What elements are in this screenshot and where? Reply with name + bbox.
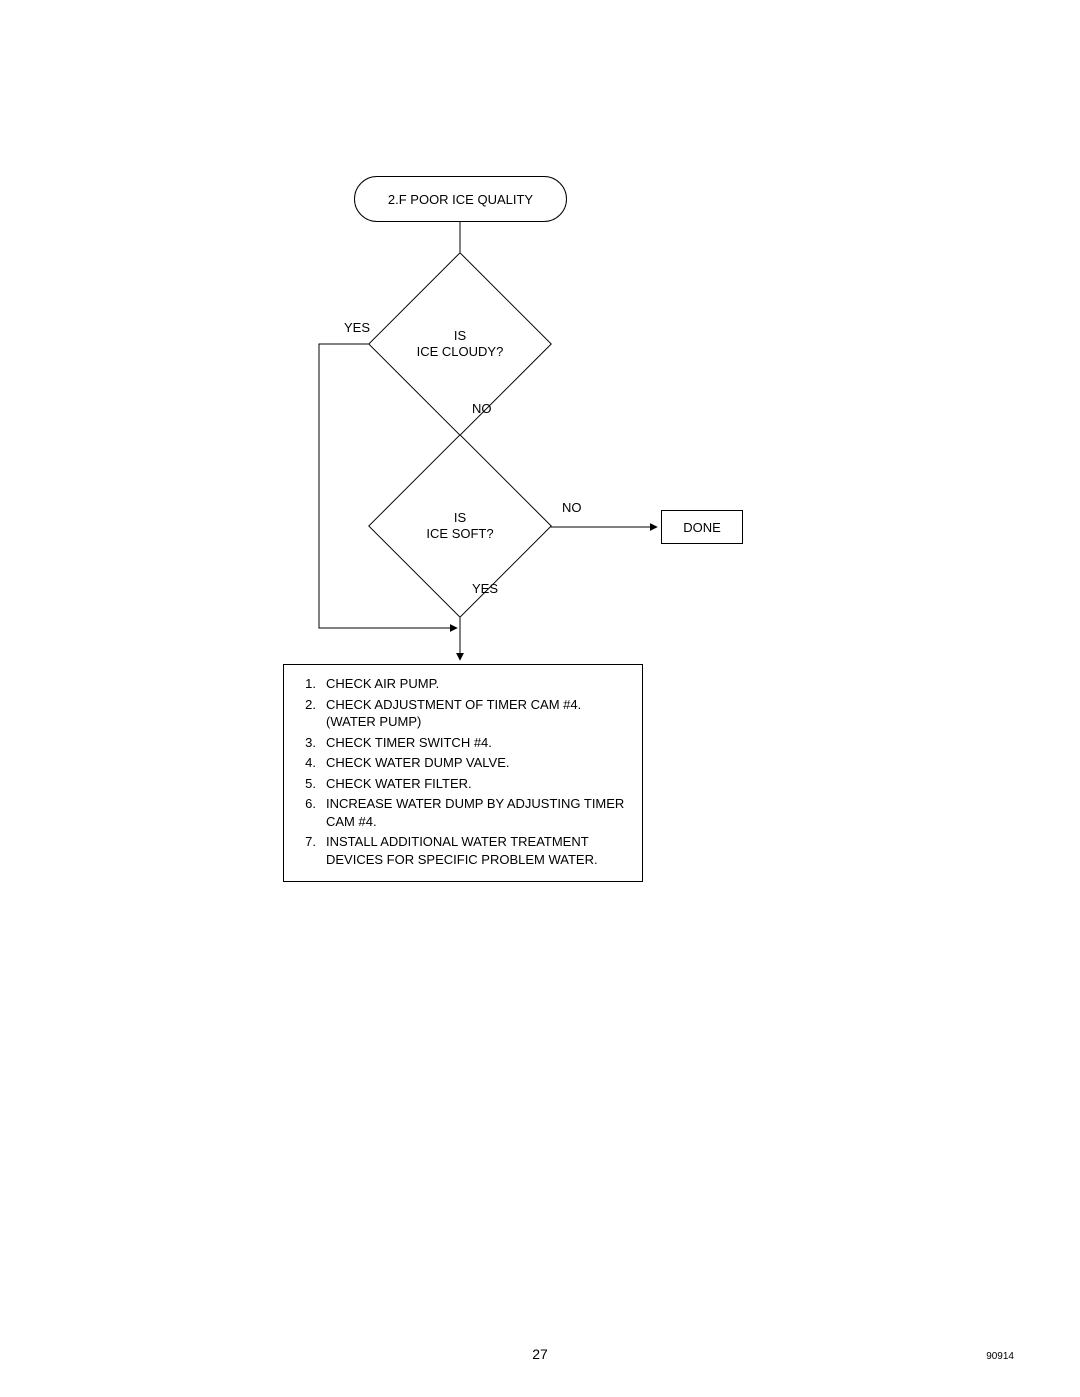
list-item: 6.INCREASE WATER DUMP BY ADJUSTING TIMER… bbox=[298, 795, 626, 830]
edge-label-d2-no: NO bbox=[562, 500, 582, 515]
list-item: 5.CHECK WATER FILTER. bbox=[298, 775, 626, 793]
decision-ice-soft-line2: ICE SOFT? bbox=[426, 526, 493, 541]
edge-label-d2-yes: YES bbox=[472, 581, 498, 596]
decision-ice-soft-label: IS ICE SOFT? bbox=[395, 510, 525, 543]
process-box: 1.CHECK AIR PUMP. 2.CHECK ADJUSTMENT OF … bbox=[283, 664, 643, 882]
doc-id: 90914 bbox=[986, 1351, 1014, 1362]
step-text: CHECK WATER DUMP VALVE. bbox=[326, 754, 509, 772]
decision-ice-cloudy-line2: ICE CLOUDY? bbox=[417, 344, 504, 359]
done-label: DONE bbox=[683, 520, 721, 535]
start-terminator: 2.F POOR ICE QUALITY bbox=[354, 176, 567, 222]
decision-ice-cloudy-line1: IS bbox=[454, 328, 466, 343]
page-number: 27 bbox=[0, 1346, 1080, 1362]
step-text: INSTALL ADDITIONAL WATER TREATMENT DEVIC… bbox=[326, 833, 626, 868]
list-item: 1.CHECK AIR PUMP. bbox=[298, 675, 626, 693]
process-steps-list: 1.CHECK AIR PUMP. 2.CHECK ADJUSTMENT OF … bbox=[298, 675, 626, 868]
list-item: 4.CHECK WATER DUMP VALVE. bbox=[298, 754, 626, 772]
decision-ice-soft-line1: IS bbox=[454, 510, 466, 525]
flowchart-canvas: 2.F POOR ICE QUALITY IS ICE CLOUDY? IS I… bbox=[0, 0, 1080, 1397]
list-item: 2.CHECK ADJUSTMENT OF TIMER CAM #4. (WAT… bbox=[298, 696, 626, 731]
edge-label-d1-yes: YES bbox=[344, 320, 370, 335]
start-label: 2.F POOR ICE QUALITY bbox=[388, 192, 533, 207]
step-text: INCREASE WATER DUMP BY ADJUSTING TIMER C… bbox=[326, 795, 626, 830]
list-item: 7.INSTALL ADDITIONAL WATER TREATMENT DEV… bbox=[298, 833, 626, 868]
list-item: 3.CHECK TIMER SWITCH #4. bbox=[298, 734, 626, 752]
step-text: CHECK ADJUSTMENT OF TIMER CAM #4. (WATER… bbox=[326, 696, 626, 731]
decision-ice-cloudy-label: IS ICE CLOUDY? bbox=[395, 328, 525, 361]
step-text: CHECK WATER FILTER. bbox=[326, 775, 472, 793]
edge-label-d1-no: NO bbox=[472, 401, 492, 416]
done-box: DONE bbox=[661, 510, 743, 544]
step-text: CHECK AIR PUMP. bbox=[326, 675, 439, 693]
step-text: CHECK TIMER SWITCH #4. bbox=[326, 734, 492, 752]
